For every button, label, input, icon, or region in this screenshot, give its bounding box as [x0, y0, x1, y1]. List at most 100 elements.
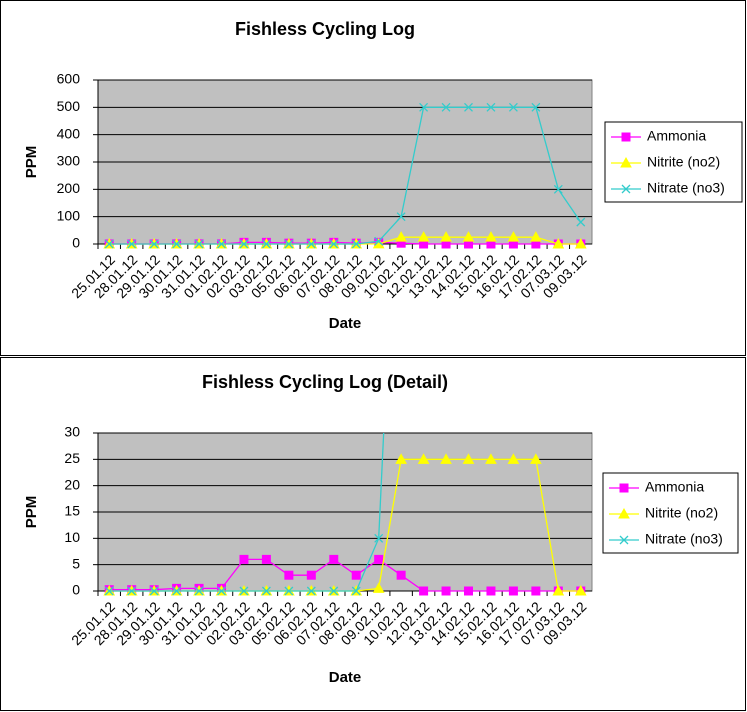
marker [127, 586, 137, 596]
y-tick-label: 0 [72, 582, 80, 598]
marker [149, 586, 159, 596]
x-axis-title: Date [329, 669, 362, 686]
series-line [109, 433, 385, 592]
marker [104, 239, 114, 249]
marker [440, 453, 452, 464]
y-tick-label: 15 [64, 503, 80, 519]
marker [396, 212, 406, 222]
legend-label: Ammonia [645, 479, 704, 495]
series-line [109, 558, 581, 592]
legend-label: Ammonia [647, 128, 706, 144]
marker [574, 584, 587, 596]
marker [284, 239, 294, 249]
marker [306, 586, 316, 596]
y-tick-label: 20 [64, 476, 80, 492]
marker [464, 102, 473, 112]
legend-label: Nitrite (no2) [647, 154, 720, 170]
marker [261, 554, 271, 564]
marker [530, 231, 542, 242]
y-tick-label: 400 [57, 125, 81, 141]
marker [620, 156, 632, 168]
y-tick-label: 600 [57, 71, 81, 87]
marker [507, 453, 520, 464]
marker [261, 586, 271, 596]
marker [508, 586, 518, 596]
marker [329, 239, 339, 249]
marker [351, 570, 361, 580]
y-tick-label: 30 [64, 424, 80, 440]
marker [306, 570, 316, 580]
marker [531, 102, 541, 112]
y-tick-label: 500 [57, 98, 81, 114]
marker [508, 102, 518, 112]
marker [239, 586, 249, 596]
marker [396, 570, 406, 580]
marker [329, 554, 339, 564]
marker [462, 453, 475, 464]
marker [351, 239, 361, 249]
marker [239, 239, 249, 249]
marker [127, 239, 137, 249]
marker [464, 586, 473, 596]
marker [486, 102, 496, 112]
y-axis-title: PPM [23, 496, 40, 529]
series-layer [103, 102, 587, 249]
marker [552, 237, 565, 249]
y-tick-label: 100 [57, 207, 81, 223]
marker [374, 236, 384, 246]
marker [485, 231, 497, 242]
marker [172, 586, 182, 596]
chart-title: Fishless Cycling Log [235, 19, 415, 39]
marker [149, 239, 159, 249]
marker [486, 586, 496, 596]
marker [374, 554, 384, 564]
chart-title: Fishless Cycling Log (Detail) [202, 372, 448, 392]
marker [462, 231, 475, 242]
marker [306, 239, 316, 249]
marker [530, 453, 542, 464]
marker [485, 453, 497, 464]
marker [419, 102, 429, 112]
marker [619, 483, 629, 493]
y-tick-label: 10 [64, 529, 80, 545]
y-tick-label: 300 [57, 153, 81, 169]
marker [419, 586, 429, 596]
marker [576, 217, 586, 227]
marker [507, 231, 520, 242]
legend-label: Nitrate (no3) [647, 180, 725, 196]
marker [284, 586, 294, 596]
marker [194, 239, 204, 249]
marker [531, 586, 541, 596]
marker [621, 132, 631, 142]
marker [372, 582, 385, 593]
marker [104, 586, 114, 596]
marker [351, 586, 361, 596]
marker [619, 535, 629, 545]
marker [395, 453, 407, 464]
marker [217, 586, 226, 596]
series-line [109, 106, 582, 245]
marker [417, 231, 430, 242]
marker [194, 586, 204, 596]
marker [417, 453, 430, 464]
marker [441, 102, 451, 112]
marker [261, 239, 271, 249]
y-tick-label: 200 [57, 180, 81, 196]
marker [284, 570, 294, 580]
y-axis-title: PPM [23, 146, 40, 179]
marker [440, 231, 452, 242]
marker [553, 184, 563, 194]
marker [239, 554, 249, 564]
y-tick-label: 5 [72, 555, 80, 571]
marker [574, 237, 587, 249]
marker [618, 507, 630, 519]
marker [217, 239, 226, 249]
x-axis-title: Date [329, 315, 362, 332]
marker [621, 184, 631, 194]
marker [374, 533, 384, 543]
marker [395, 231, 407, 242]
marker [172, 239, 182, 249]
y-tick-label: 25 [64, 450, 80, 466]
legend-label: Nitrite (no2) [645, 505, 718, 521]
